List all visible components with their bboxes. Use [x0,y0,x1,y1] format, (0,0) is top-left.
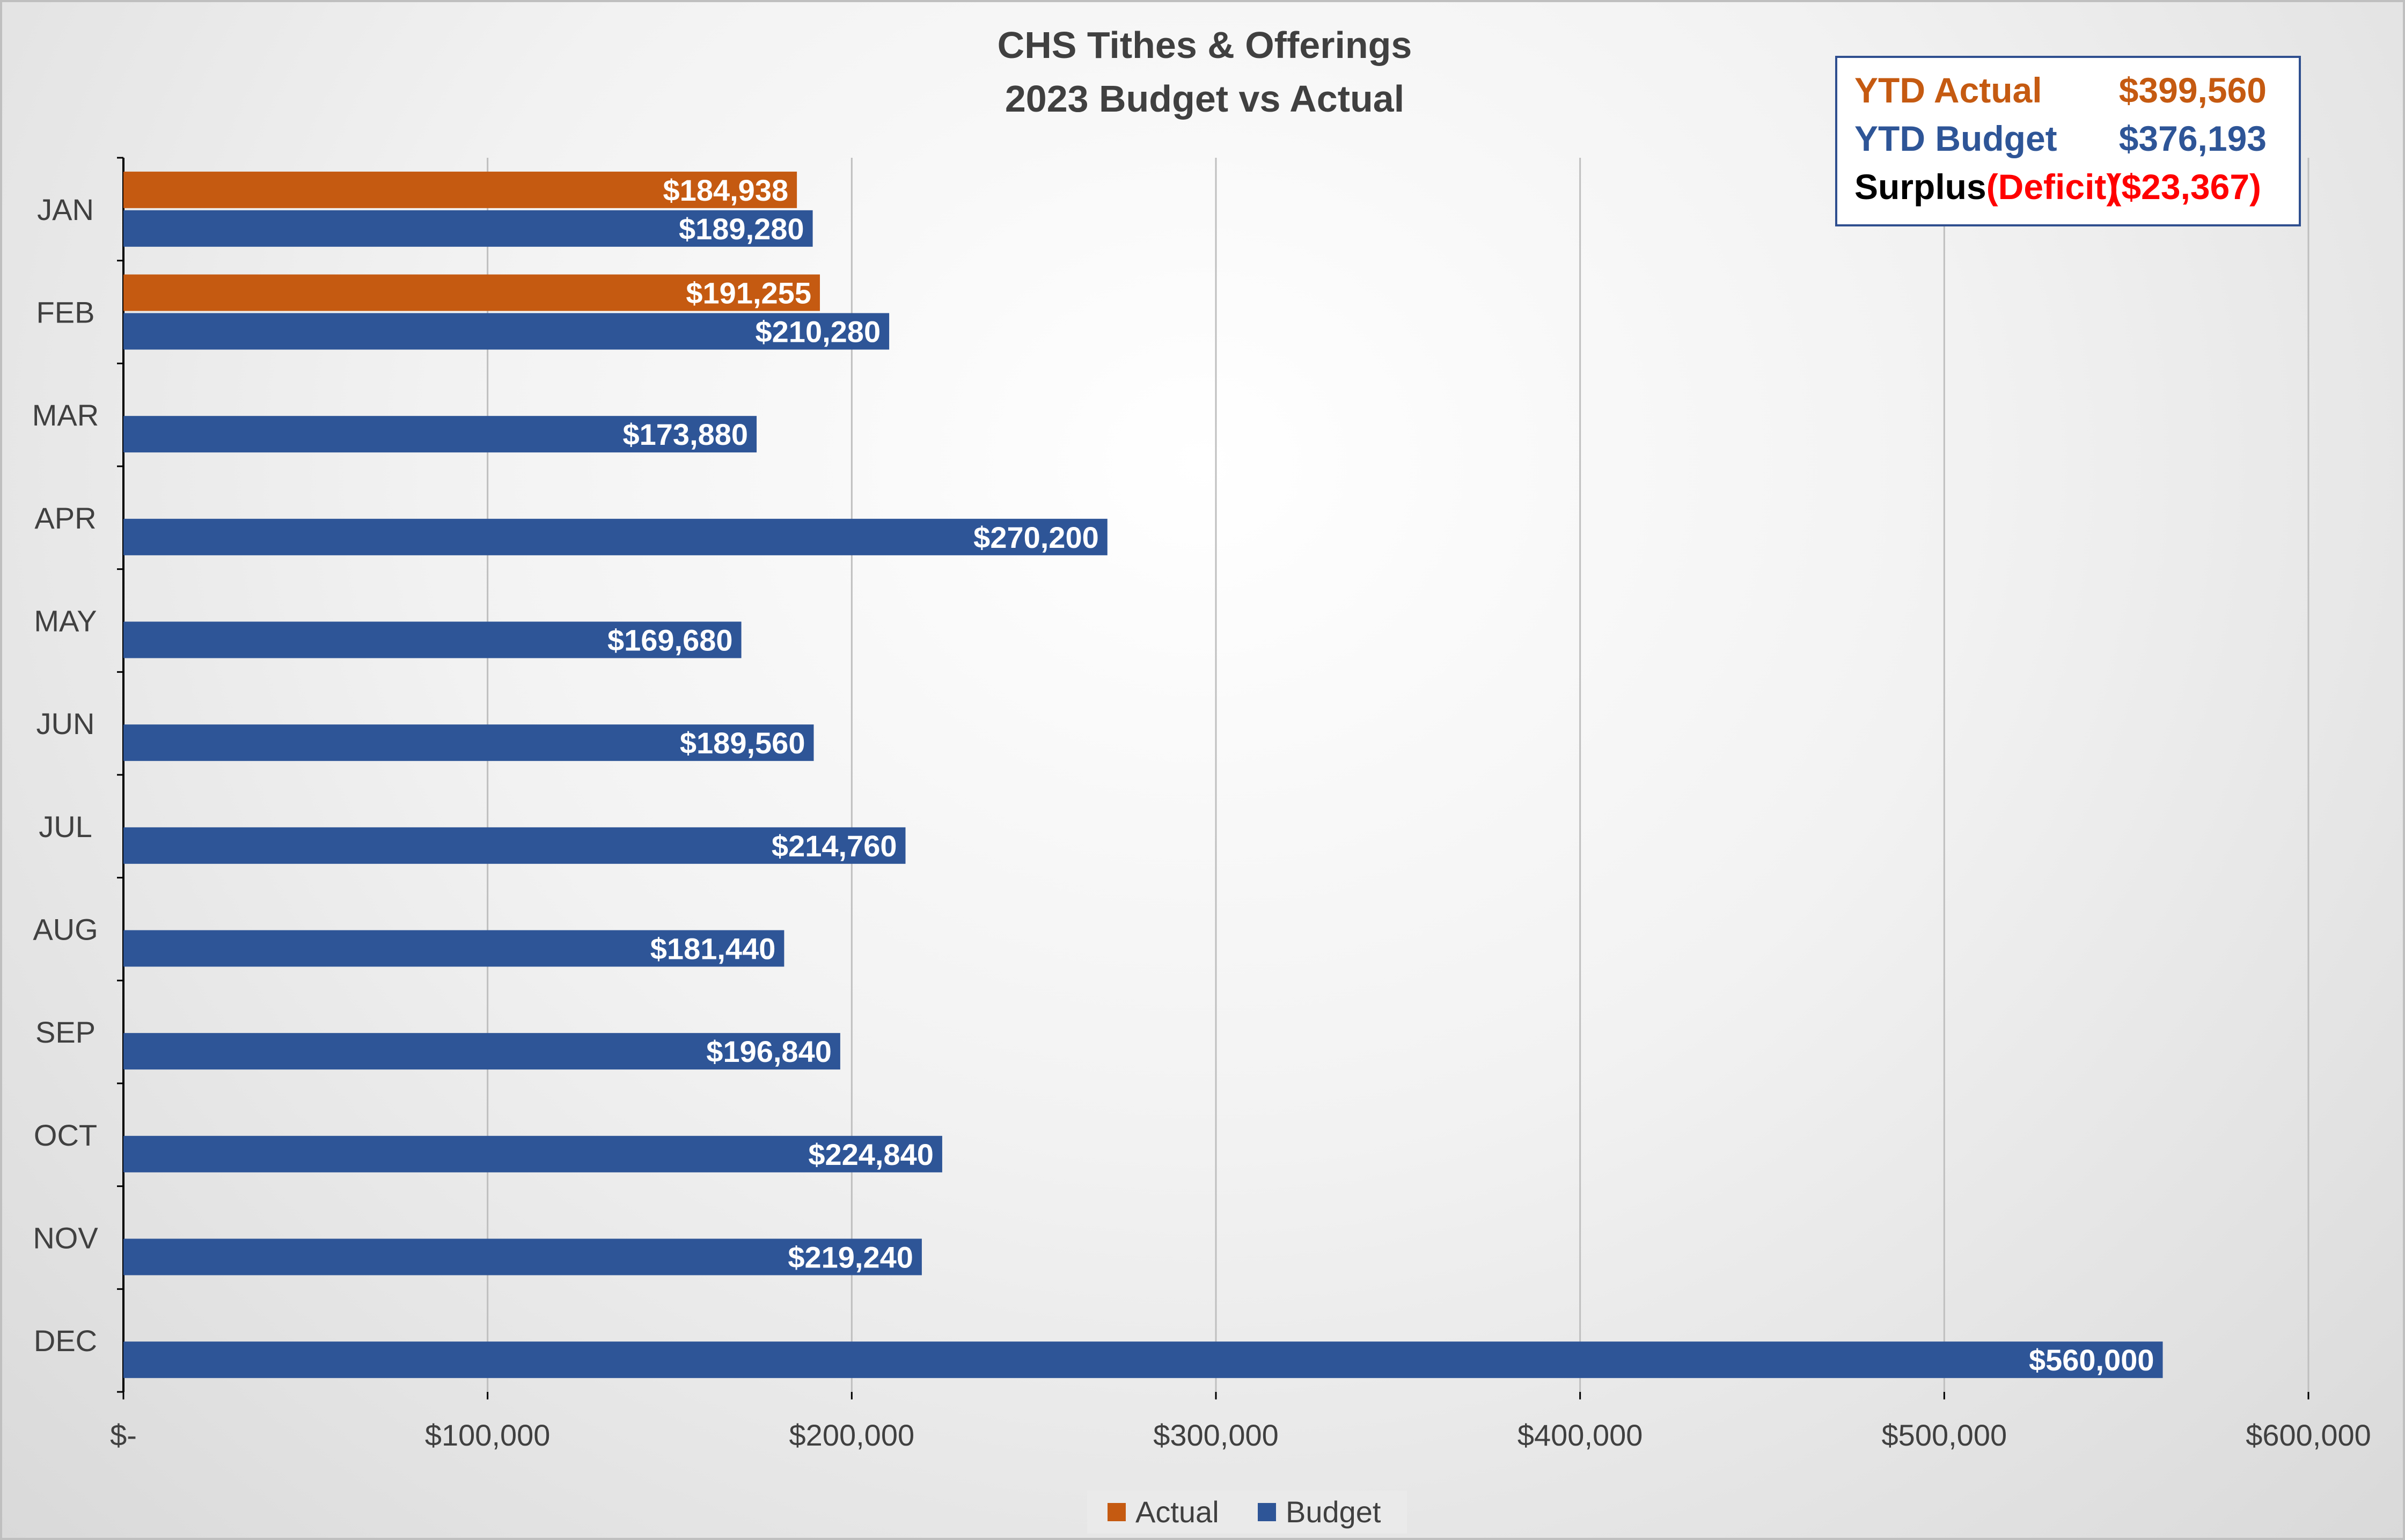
ytd-budget-value: $376,193 [2118,119,2267,158]
ytd-surplus-value: ($23,367) [2109,167,2261,207]
bar-budget [123,1135,942,1172]
y-category-label: OCT [34,1118,97,1152]
bar-data-label: $224,840 [808,1138,934,1171]
bar-data-label: $196,840 [706,1035,832,1068]
ytd-actual-label: YTD Actual [1854,70,2042,110]
y-category-label: JUL [39,810,92,844]
y-category-label: AUG [33,913,98,947]
y-category-label: JAN [37,193,94,226]
x-tick-label: $500,000 [1882,1418,2007,1452]
legend-label-budget: Budget [1286,1495,1381,1529]
bar-data-label: $189,280 [679,212,804,246]
y-category-label: SEP [35,1015,96,1049]
bar-budget [123,724,814,761]
y-category-label: APR [34,501,96,535]
y-category-label: MAR [32,398,99,432]
x-tick-label: $- [110,1418,137,1452]
chart-title: CHS Tithes & Offerings [997,24,1412,66]
bar-data-label: $184,938 [663,173,789,207]
bar-data-label: $560,000 [2029,1343,2154,1377]
ytd-actual-value: $399,560 [2118,70,2267,110]
legend-swatch-budget [1258,1503,1276,1521]
ytd-surplus-label-group: Surplus(Deficit) [1854,165,2118,208]
legend-swatch-actual [1108,1503,1126,1521]
bar-data-label: $214,760 [772,829,897,863]
bar-data-label: $210,280 [756,315,881,349]
bar-data-label: $191,255 [686,276,811,310]
x-tick-label: $400,000 [1517,1418,1643,1452]
bar-budget [123,827,906,864]
bar-data-label: $181,440 [650,932,776,966]
bar-data-label: $189,560 [680,726,805,760]
bar-budget [123,621,742,658]
bar-data-label: $169,680 [607,624,733,657]
y-category-label: NOV [33,1221,98,1255]
y-category-label: JUN [36,707,95,740]
x-tick-label: $100,000 [425,1418,551,1452]
bar-budget [123,416,757,453]
bar-data-label: $219,240 [788,1241,913,1274]
bar-budget [123,313,890,350]
bar-actual [123,171,797,208]
x-tick-label: $300,000 [1153,1418,1279,1452]
chart-legend: Actual Budget [1087,1491,1407,1534]
bar-budget [123,1033,840,1070]
chart-subtitle: 2023 Budget vs Actual [1004,78,1405,120]
ytd-surplus-label: Surplus [1854,167,1986,207]
ytd-actual-row: YTD Actual $399,560 [1854,69,2267,112]
ytd-budget-row: YTD Budget $376,193 [1854,117,2267,160]
ytd-surplus-row: Surplus(Deficit) ($23,367) [1854,165,2261,208]
ytd-budget-label: YTD Budget [1854,119,2057,158]
y-category-label: FEB [36,296,95,329]
x-tick-label: $200,000 [789,1418,915,1452]
bar-budget [123,518,1108,555]
y-category-label: MAY [34,604,97,638]
legend-label-actual: Actual [1135,1495,1219,1529]
bar-data-label: $270,200 [973,520,1099,554]
bar-actual [123,274,820,311]
ytd-deficit-label: (Deficit) [1986,167,2118,207]
bar-budget [123,930,784,967]
bar-budget [123,1341,2163,1378]
ytd-summary-box: YTD Actual $399,560 YTD Budget $376,193 … [1835,56,2301,226]
bar-budget [123,1238,922,1275]
x-tick-label: $600,000 [2246,1418,2371,1452]
bar-budget [123,210,813,247]
bar-data-label: $173,880 [622,417,748,451]
y-category-label: DEC [34,1324,97,1358]
